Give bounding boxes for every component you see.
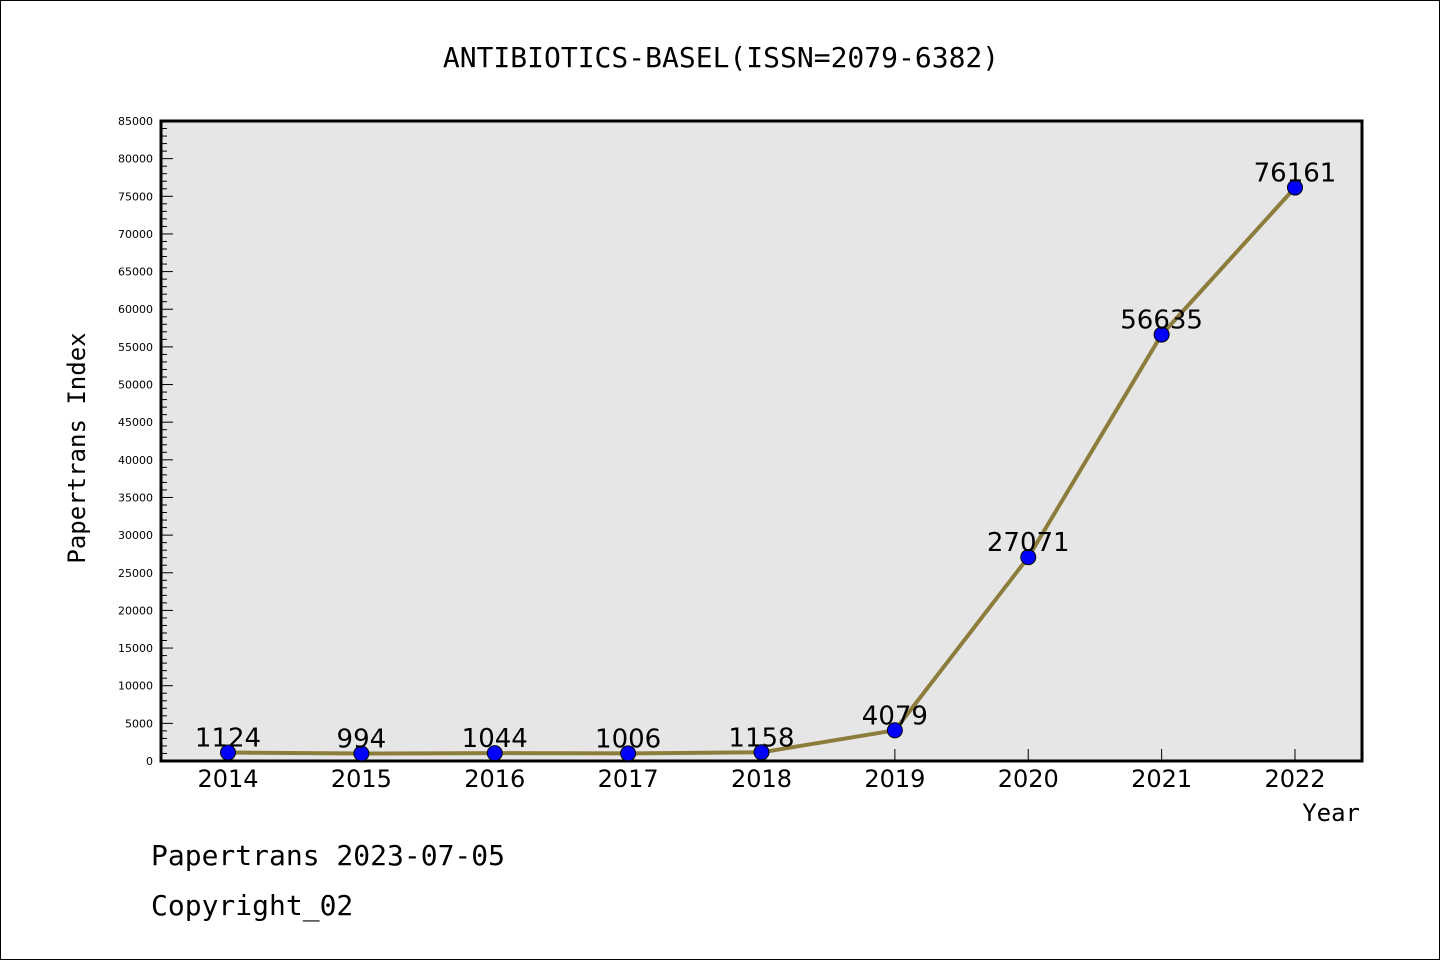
y-tick-label: 70000	[118, 228, 153, 241]
y-tick-label: 35000	[118, 491, 153, 504]
x-axis-label: Year	[1302, 799, 1360, 827]
data-point-marker	[753, 744, 770, 761]
y-tick-label: 65000	[118, 266, 153, 279]
x-tick-label: 2018	[731, 765, 792, 793]
data-label: 1124	[195, 724, 261, 754]
x-tick-label: 2022	[1264, 765, 1325, 793]
data-point-marker	[1020, 549, 1037, 566]
y-axis-label: Papertrans Index	[63, 332, 91, 563]
data-labels: 1124 994 1044 1006 1158 4079 27071 56635 76161	[195, 159, 1336, 755]
data-point-marker	[1153, 326, 1170, 343]
data-label: 76161	[1254, 159, 1337, 189]
data-label: 4079	[862, 701, 928, 731]
y-tick-label: 20000	[118, 604, 153, 617]
x-tick-label: 2016	[464, 765, 525, 793]
y-tick-label: 80000	[118, 153, 153, 166]
y-tick-label: 5000	[125, 717, 153, 730]
y-tick-label: 45000	[118, 416, 153, 429]
x-tick-label: 2019	[864, 765, 925, 793]
data-label: 1044	[462, 724, 528, 754]
x-tick-label: 2020	[998, 765, 1059, 793]
y-tick-label: 0	[146, 755, 153, 768]
x-tick-label: 2014	[197, 765, 258, 793]
data-label: 994	[337, 725, 387, 755]
data-label: 56635	[1120, 306, 1203, 336]
data-label: 1158	[728, 723, 794, 753]
y-tick-label: 15000	[118, 642, 153, 655]
plot-area	[159, 119, 1364, 763]
footer-copyright: Copyright_02	[151, 889, 353, 923]
data-point-marker	[486, 745, 503, 762]
y-tick-label: 85000	[118, 115, 153, 128]
y-tick-label: 50000	[118, 379, 153, 392]
x-tick-label: 2015	[331, 765, 392, 793]
data-point-marker	[886, 722, 903, 739]
data-point-marker	[220, 744, 236, 761]
chart-title: ANTIBIOTICS-BASEL(ISSN=2079-6382)	[443, 41, 999, 74]
data-label: 1006	[595, 724, 661, 754]
y-tick-label: 30000	[118, 529, 153, 542]
y-tick-label: 60000	[118, 303, 153, 316]
data-markers	[220, 179, 1303, 762]
y-tick-label: 40000	[118, 454, 153, 467]
x-tick-label: 2021	[1131, 765, 1192, 793]
y-tick-label: 75000	[118, 190, 153, 203]
y-tick-label: 55000	[118, 341, 153, 354]
y-axis: 0 5000 10000 15000 20000 25000 30000 35000 40000…	[118, 115, 173, 768]
x-axis: 2014 2015 2016 2017 2018 2019 2020 2021 2022	[197, 749, 1326, 793]
data-point-marker	[620, 745, 637, 762]
y-tick-label: 10000	[118, 680, 153, 693]
x-tick-label: 2017	[598, 765, 659, 793]
data-point-marker	[353, 745, 370, 762]
footer-date: Papertrans 2023-07-05	[151, 839, 505, 872]
data-point-marker	[1287, 179, 1303, 196]
y-tick-label: 25000	[118, 567, 153, 580]
data-label: 27071	[987, 528, 1070, 558]
